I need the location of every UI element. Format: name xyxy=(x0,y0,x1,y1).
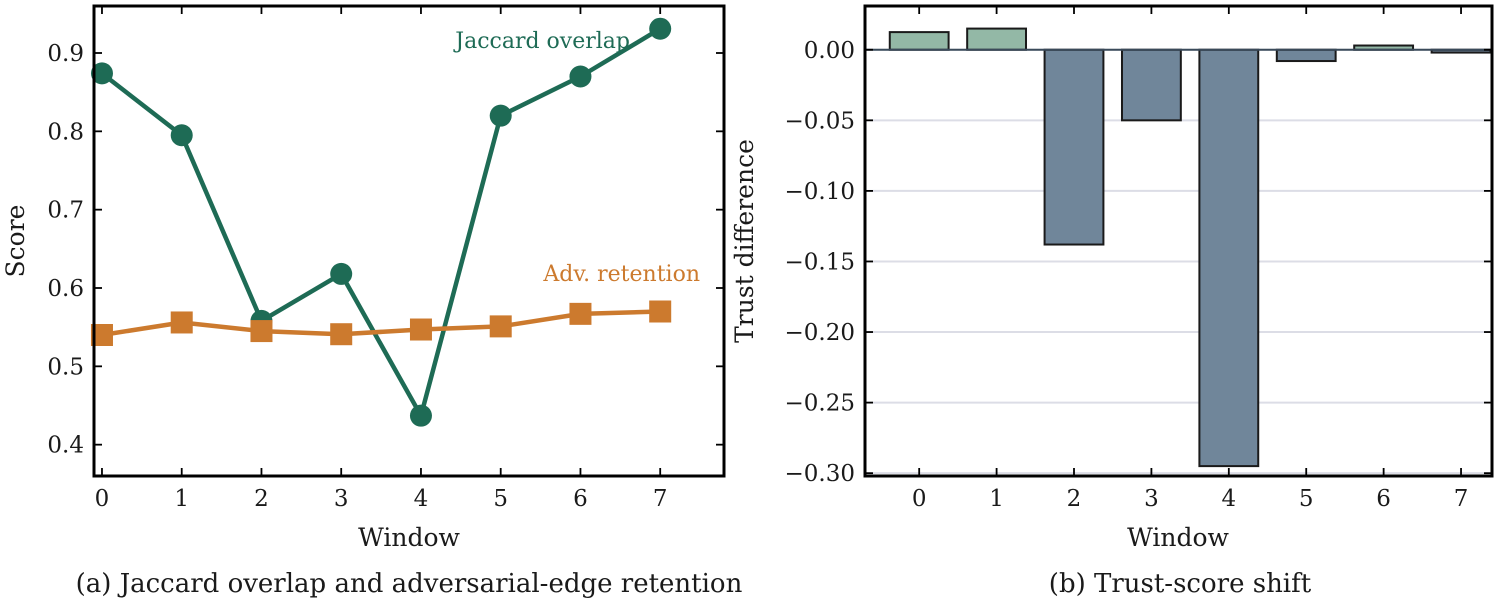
x-tick-label: 3 xyxy=(334,486,349,512)
bar-window-4 xyxy=(1198,48,1260,468)
caption-b: (b) Trust-score shift xyxy=(1049,569,1312,599)
y-tick-label: −0.10 xyxy=(785,179,855,205)
data-point-retention-7 xyxy=(649,300,672,323)
data-point-retention-2 xyxy=(250,320,273,343)
y-axis-title-a: Score xyxy=(1,205,30,278)
data-point-jaccard-5 xyxy=(489,104,512,127)
x-tick-label: 5 xyxy=(1299,486,1314,512)
plot-frame-a xyxy=(92,4,726,478)
data-point-jaccard-6 xyxy=(569,65,592,88)
x-axis-title-b: Window xyxy=(1127,523,1229,552)
x-tick-label: 3 xyxy=(1144,486,1159,512)
y-tick-label: 0.5 xyxy=(47,354,84,380)
x-tick-label: 7 xyxy=(1454,486,1469,512)
bar-window-3 xyxy=(1120,48,1182,122)
bar-window-0 xyxy=(888,31,950,51)
y-tick-label: −0.30 xyxy=(785,461,855,487)
series-line-1 xyxy=(101,309,661,338)
x-tick-label: 0 xyxy=(912,486,927,512)
line-series-group xyxy=(90,17,672,427)
data-point-retention-3 xyxy=(330,323,353,346)
series-line-0 xyxy=(100,26,662,418)
x-tick-label: 7 xyxy=(653,486,668,512)
y-tick-label: −0.20 xyxy=(785,320,855,346)
bar-group xyxy=(865,27,1492,468)
y-tick-label: 0.4 xyxy=(47,433,84,459)
axis-ticks-b: 0 1 2 3 4 5 6 7 0.00 −0.05 −0.10 −0.15 −0.20 −0.25 −0.… xyxy=(785,6,1492,512)
data-point-jaccard-7 xyxy=(649,17,672,40)
data-point-jaccard-3 xyxy=(330,262,353,285)
panel-trust-shift: 0 1 2 3 4 5 6 7 0.00 −0.05 −0.10 −0.15 −0.20 −0.25 −0.… xyxy=(730,4,1494,599)
x-tick-label: 6 xyxy=(1376,486,1391,512)
data-point-jaccard-1 xyxy=(170,124,193,147)
axis-ticks-a: 0 1 2 3 4 5 6 7 0.4 0.5 0.6 0.7 0.8 0.9 xyxy=(47,6,724,512)
y-tick-label: −0.25 xyxy=(785,391,855,417)
data-point-jaccard-4 xyxy=(409,404,432,427)
data-point-retention-6 xyxy=(569,302,592,325)
x-axis-title-a: Window xyxy=(358,523,460,552)
data-point-retention-4 xyxy=(409,318,432,341)
series-label-retention: Adv. retention xyxy=(542,262,700,287)
y-tick-label: −0.05 xyxy=(785,108,855,134)
x-tick-label: 2 xyxy=(254,486,269,512)
bar-window-1 xyxy=(966,27,1028,51)
y-tick-label: 0.9 xyxy=(47,41,84,67)
caption-a: (a) Jaccard overlap and adversarial-edge… xyxy=(76,569,743,599)
y-tick-label: 0.6 xyxy=(47,276,84,302)
x-tick-label: 4 xyxy=(1221,486,1236,512)
data-point-jaccard-0 xyxy=(90,62,113,85)
x-tick-label: 2 xyxy=(1067,486,1082,512)
y-tick-label: 0.8 xyxy=(47,119,84,145)
x-tick-label: 5 xyxy=(493,486,508,512)
x-tick-label: 1 xyxy=(174,486,189,512)
y-tick-label: −0.15 xyxy=(785,249,855,275)
plot-frame-b xyxy=(863,4,1494,478)
bar-window-5 xyxy=(1275,48,1337,63)
x-tick-label: 4 xyxy=(414,486,429,512)
data-point-retention-5 xyxy=(489,315,512,338)
panel-jaccard-retention: 0 1 2 3 4 5 6 70.40.50.60.70.80.9 Score Window … xyxy=(1,4,743,599)
data-point-retention-0 xyxy=(90,324,113,346)
y-tick-label: 0.00 xyxy=(804,38,855,64)
x-tick-label: 0 xyxy=(95,486,110,512)
y-axis-title-b: Trust difference xyxy=(730,139,759,343)
series-label-jaccard: Jaccard overlap xyxy=(453,29,630,54)
x-tick-label: 6 xyxy=(573,486,588,512)
bar-window-2 xyxy=(1043,48,1105,246)
data-point-retention-1 xyxy=(170,311,193,334)
y-tick-label: 0.7 xyxy=(47,198,84,224)
x-tick-label: 1 xyxy=(989,486,1004,512)
